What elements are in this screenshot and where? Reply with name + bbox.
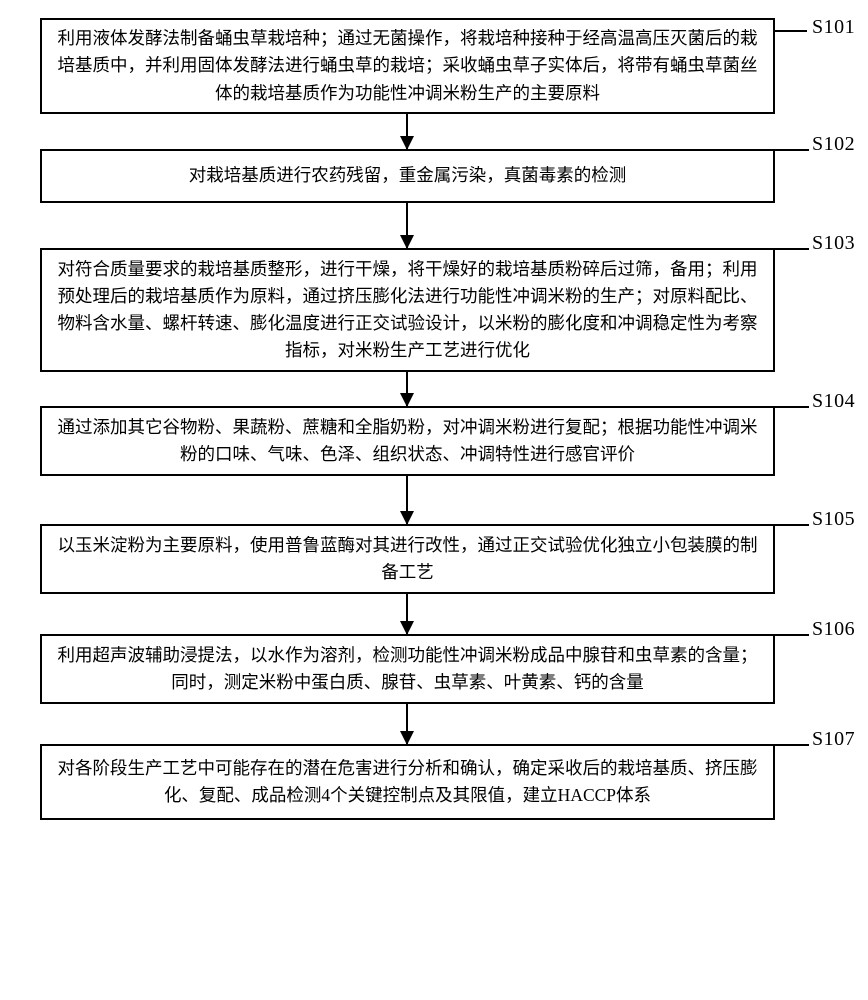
step-text: 对各阶段生产工艺中可能存在的潜在危害进行分析和确认，确定采收后的栽培基质、挤压膨…: [52, 755, 763, 809]
step-s106: 利用超声波辅助浸提法，以水作为溶剂，检测功能性冲调米粉成品中腺苷和虫草素的含量；…: [40, 634, 828, 744]
arrow-down-icon: [406, 704, 408, 744]
step-label: S105: [812, 508, 855, 531]
step-label: S103: [812, 232, 855, 255]
step-box: 对各阶段生产工艺中可能存在的潜在危害进行分析和确认，确定采收后的栽培基质、挤压膨…: [40, 744, 775, 820]
step-s104: 通过添加其它谷物粉、果蔬粉、蔗糖和全脂奶粉，对冲调米粉进行复配；根据功能性冲调米…: [40, 406, 828, 524]
label-lead-line: [775, 30, 807, 32]
arrow-down-icon: [406, 476, 408, 524]
step-box: 利用超声波辅助浸提法，以水作为溶剂，检测功能性冲调米粉成品中腺苷和虫草素的含量；…: [40, 634, 775, 704]
step-text: 利用超声波辅助浸提法，以水作为溶剂，检测功能性冲调米粉成品中腺苷和虫草素的含量；…: [52, 642, 763, 696]
label-lead-line: [775, 744, 809, 746]
step-s105: 以玉米淀粉为主要原料，使用普鲁蓝酶对其进行改性，通过正交试验优化独立小包装膜的制…: [40, 524, 828, 634]
step-label: S102: [812, 133, 855, 156]
step-box: 对栽培基质进行农药残留，重金属污染，真菌毒素的检测: [40, 149, 775, 203]
label-lead-line: [775, 248, 809, 250]
step-text: 利用液体发酵法制备蛹虫草栽培种；通过无菌操作，将栽培种接种于经高温高压灭菌后的栽…: [52, 25, 763, 106]
label-lead-line: [775, 149, 809, 151]
step-s101: 利用液体发酵法制备蛹虫草栽培种；通过无菌操作，将栽培种接种于经高温高压灭菌后的栽…: [40, 18, 828, 149]
step-text: 通过添加其它谷物粉、果蔬粉、蔗糖和全脂奶粉，对冲调米粉进行复配；根据功能性冲调米…: [52, 414, 763, 468]
step-text: 以玉米淀粉为主要原料，使用普鲁蓝酶对其进行改性，通过正交试验优化独立小包装膜的制…: [52, 532, 763, 586]
step-s103: 对符合质量要求的栽培基质整形，进行干燥，将干燥好的栽培基质粉碎后过筛，备用；利用…: [40, 248, 828, 406]
step-label: S101: [812, 16, 855, 39]
arrow-down-icon: [406, 372, 408, 406]
step-text: 对符合质量要求的栽培基质整形，进行干燥，将干燥好的栽培基质粉碎后过筛，备用；利用…: [52, 256, 763, 365]
step-box: 通过添加其它谷物粉、果蔬粉、蔗糖和全脂奶粉，对冲调米粉进行复配；根据功能性冲调米…: [40, 406, 775, 476]
step-s107: 对各阶段生产工艺中可能存在的潜在危害进行分析和确认，确定采收后的栽培基质、挤压膨…: [40, 744, 828, 820]
flowchart-container: 利用液体发酵法制备蛹虫草栽培种；通过无菌操作，将栽培种接种于经高温高压灭菌后的栽…: [40, 18, 828, 820]
arrow-down-icon: [406, 203, 408, 248]
step-label: S104: [812, 390, 855, 413]
step-label: S107: [812, 728, 855, 751]
step-text: 对栽培基质进行农药残留，重金属污染，真菌毒素的检测: [52, 162, 763, 189]
arrow-down-icon: [406, 594, 408, 634]
step-box: 以玉米淀粉为主要原料，使用普鲁蓝酶对其进行改性，通过正交试验优化独立小包装膜的制…: [40, 524, 775, 594]
label-lead-line: [775, 406, 809, 408]
step-label: S106: [812, 618, 855, 641]
step-box: 利用液体发酵法制备蛹虫草栽培种；通过无菌操作，将栽培种接种于经高温高压灭菌后的栽…: [40, 18, 775, 114]
step-s102: 对栽培基质进行农药残留，重金属污染，真菌毒素的检测 S102: [40, 149, 828, 248]
arrow-down-icon: [406, 114, 408, 149]
label-lead-line: [775, 524, 809, 526]
label-lead-line: [775, 634, 809, 636]
step-box: 对符合质量要求的栽培基质整形，进行干燥，将干燥好的栽培基质粉碎后过筛，备用；利用…: [40, 248, 775, 372]
